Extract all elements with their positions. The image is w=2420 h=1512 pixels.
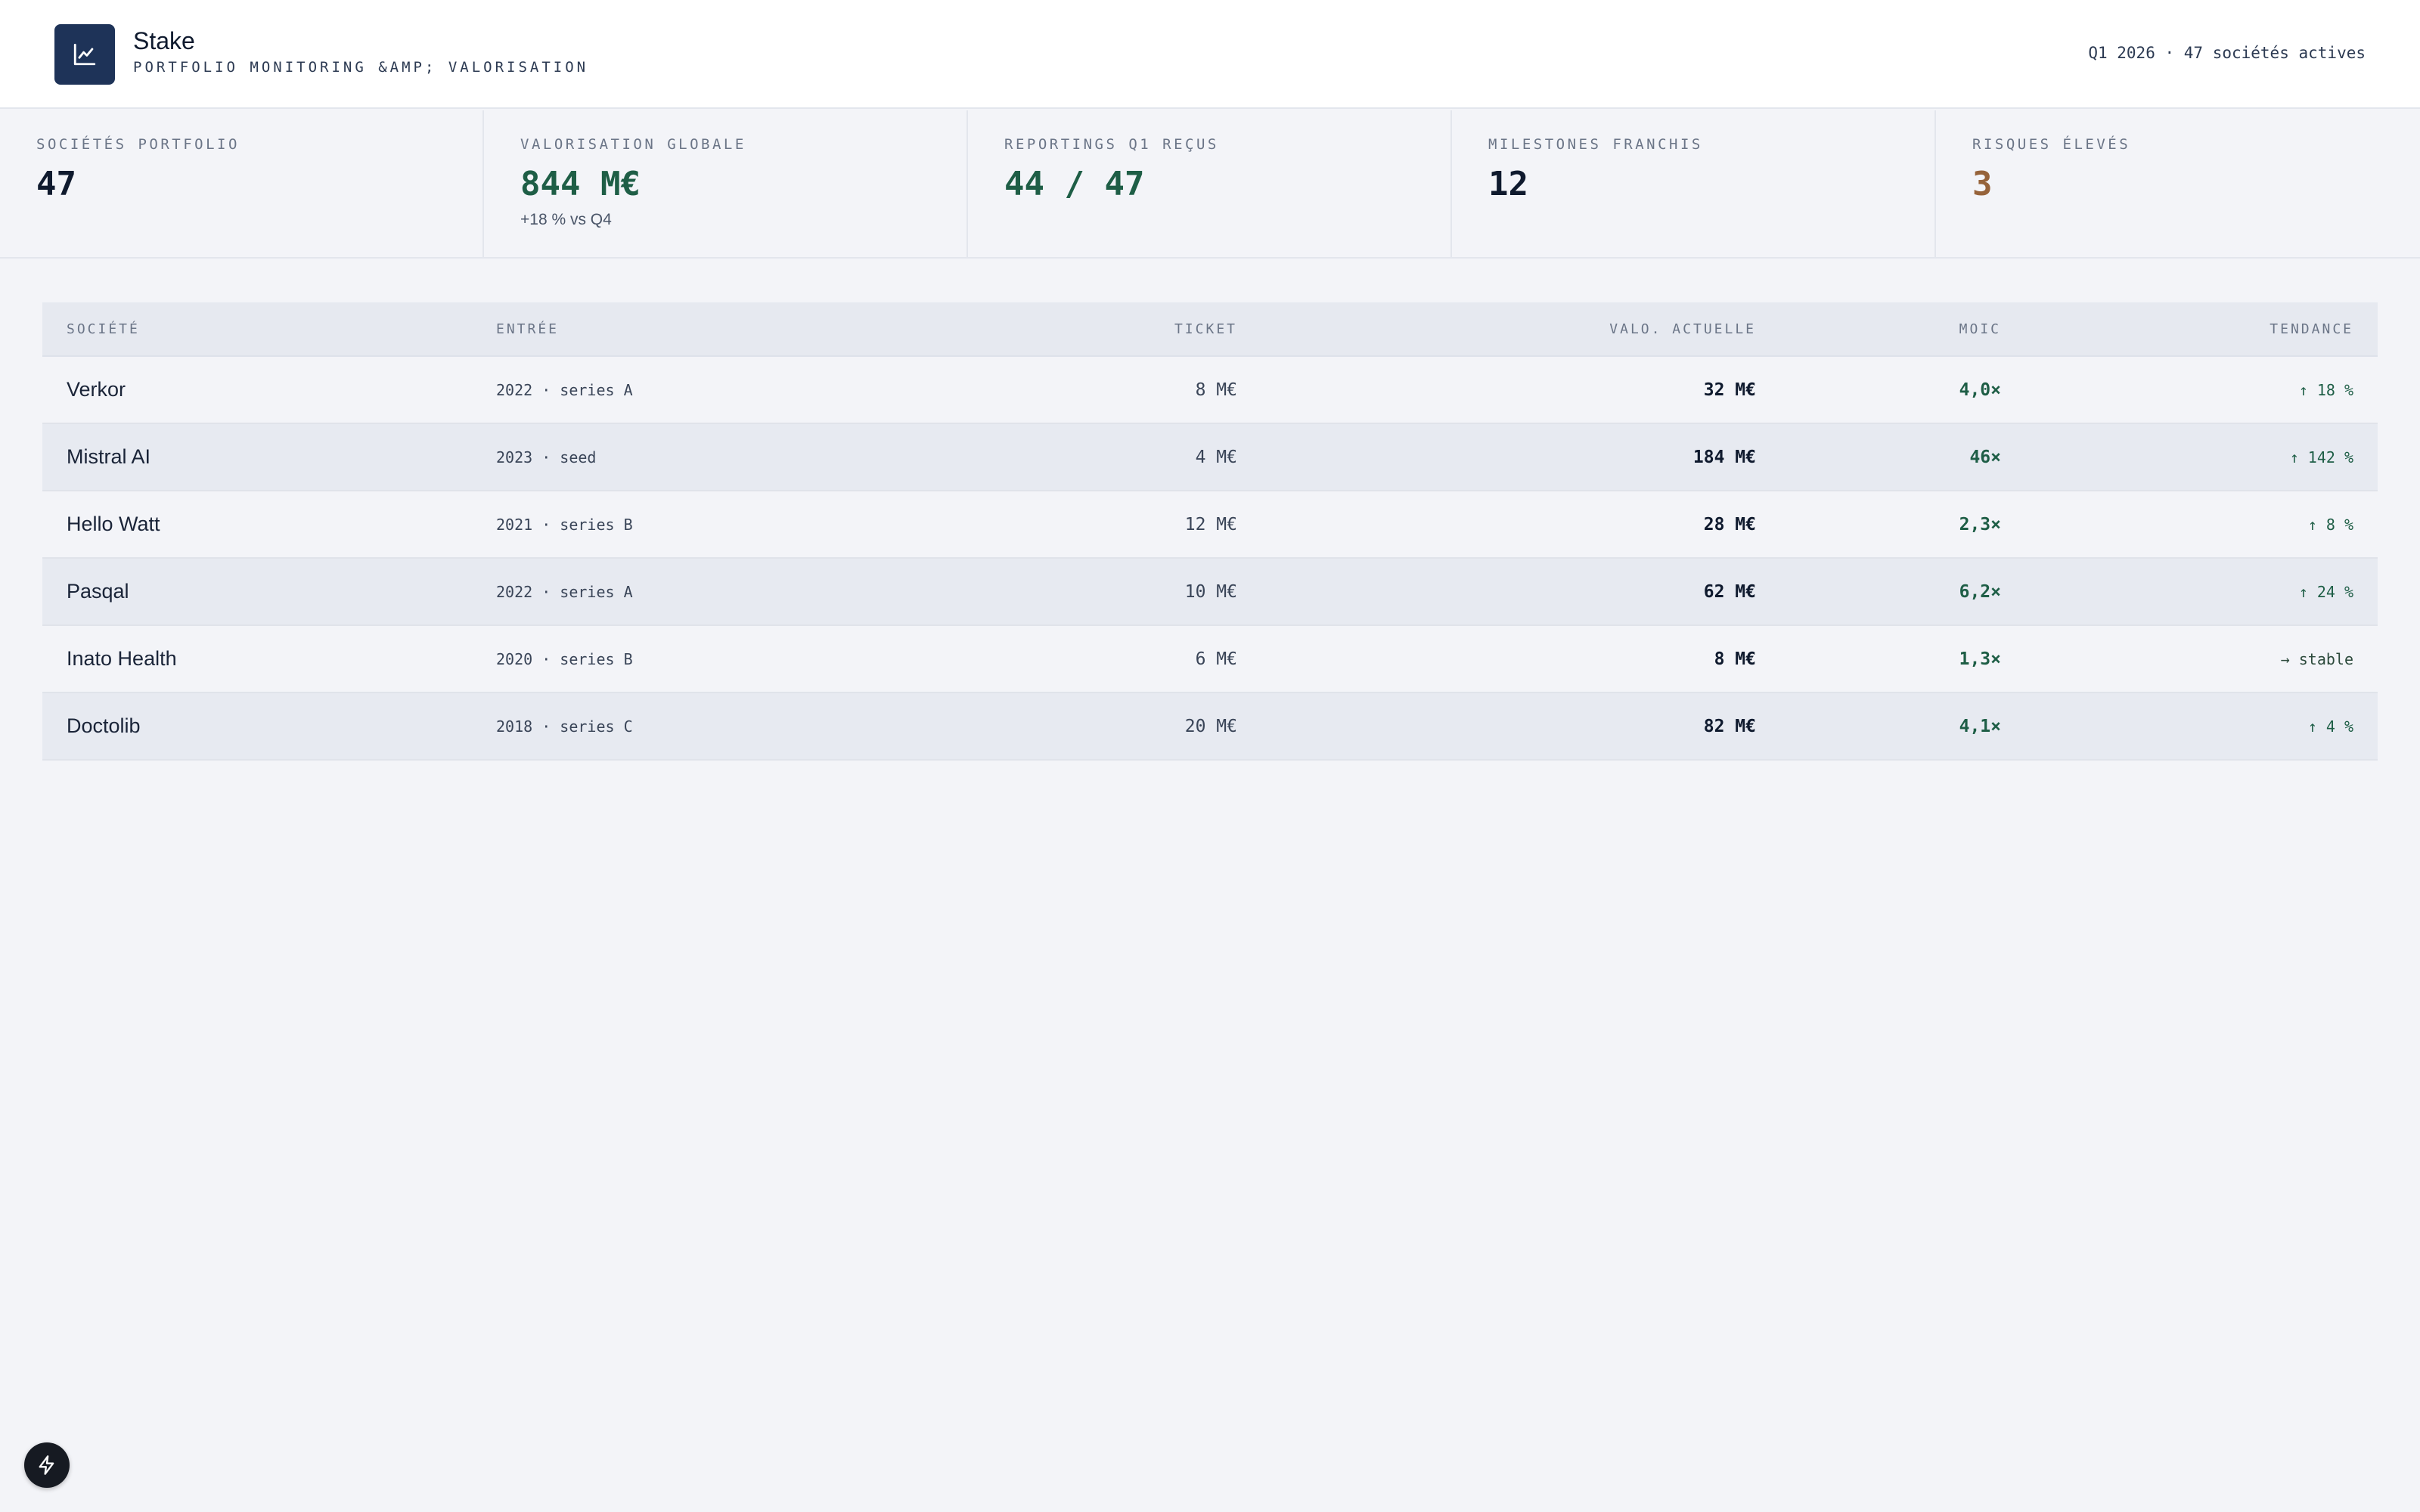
header-period-summary: Q1 2026 · 47 sociétés actives <box>2088 44 2366 62</box>
lightning-bolt-icon <box>39 1455 54 1475</box>
table-row[interactable]: Mistral AI 2023 · seed 4 M€ 184 M€ 46× ↑… <box>42 424 2378 491</box>
table-row[interactable]: Doctolib 2018 · series C 20 M€ 82 M€ 4,1… <box>42 693 2378 761</box>
trend-badge: ↑ 8 % <box>2307 515 2353 534</box>
kpi-label: RISQUES ÉLEVÉS <box>1972 136 2131 153</box>
entry-round: 2022 · series A <box>496 582 633 601</box>
table-row[interactable]: Pasqal 2022 · series A 10 M€ 62 M€ 6,2× … <box>42 559 2378 626</box>
app-name: Stake <box>133 27 195 54</box>
table-row[interactable]: Verkor 2022 · series A 8 M€ 32 M€ 4,0× ↑… <box>42 357 2378 424</box>
current-valuation: 28 M€ <box>1703 514 1756 534</box>
current-valuation: 8 M€ <box>1714 649 1756 669</box>
quick-action-button[interactable] <box>24 1442 70 1488</box>
company-name: Mistral AI <box>67 445 151 468</box>
entry-round: 2020 · series B <box>496 649 633 668</box>
entry-round: 2018 · series C <box>496 717 633 736</box>
company-name: Verkor <box>67 378 126 401</box>
table-row[interactable]: Inato Health 2020 · series B 6 M€ 8 M€ 1… <box>42 626 2378 693</box>
trend-badge: ↑ 18 % <box>2298 380 2353 399</box>
kpi-global-valuation: VALORISATION GLOBALE 844 M€ +18 % vs Q4 <box>484 110 968 259</box>
line-chart-icon <box>73 43 96 66</box>
kpi-label: MILESTONES FRANCHIS <box>1488 136 1703 153</box>
trend-badge: → stable <box>2280 649 2353 668</box>
company-name: Pasqal <box>67 580 129 603</box>
current-valuation: 184 M€ <box>1692 447 1756 467</box>
column-header-ticket[interactable]: TICKET <box>1174 321 1237 337</box>
app-subtitle: PORTFOLIO MONITORING &AMP; VALORISATION <box>133 59 589 76</box>
kpi-milestones: MILESTONES FRANCHIS 12 <box>1452 110 1936 259</box>
company-name: Hello Watt <box>67 513 160 535</box>
column-header-entry[interactable]: ENTRÉE <box>496 321 560 337</box>
current-valuation: 62 M€ <box>1703 581 1756 602</box>
moic-value: 4,1× <box>1959 716 2001 736</box>
moic-value: 6,2× <box>1959 581 2001 602</box>
ticket-amount: 6 M€ <box>1195 649 1237 669</box>
table-header: SOCIÉTÉ ENTRÉE TICKET VALO. ACTUELLE MOI… <box>42 302 2378 357</box>
trend-badge: ↑ 4 % <box>2307 717 2353 736</box>
table-row[interactable]: Hello Watt 2021 · series B 12 M€ 28 M€ 2… <box>42 491 2378 559</box>
kpi-high-risks: RISQUES ÉLEVÉS 3 <box>1936 110 2420 259</box>
kpi-portfolio-companies: SOCIÉTÉS PORTFOLIO 47 <box>0 110 484 259</box>
kpi-label: VALORISATION GLOBALE <box>520 136 746 153</box>
moic-value: 46× <box>1969 447 2001 467</box>
ticket-amount: 4 M€ <box>1195 447 1237 467</box>
kpi-value: 44 / 47 <box>1004 165 1145 203</box>
kpi-label: SOCIÉTÉS PORTFOLIO <box>36 136 240 153</box>
column-header-valuation[interactable]: VALO. ACTUELLE <box>1609 321 1756 337</box>
ticket-amount: 10 M€ <box>1184 581 1237 602</box>
kpi-value: 844 M€ <box>520 165 641 203</box>
trend-badge: ↑ 24 % <box>2298 582 2353 601</box>
entry-round: 2023 · seed <box>496 448 597 466</box>
current-valuation: 32 M€ <box>1703 380 1756 400</box>
kpi-label: REPORTINGS Q1 REÇUS <box>1004 136 1219 153</box>
company-name: Inato Health <box>67 647 177 670</box>
moic-value: 1,3× <box>1959 649 2001 669</box>
entry-round: 2022 · series A <box>496 380 633 399</box>
kpi-delta: +18 % vs Q4 <box>520 211 612 228</box>
kpi-strip: SOCIÉTÉS PORTFOLIO 47 VALORISATION GLOBA… <box>0 110 2420 259</box>
moic-value: 2,3× <box>1959 514 2001 534</box>
kpi-value: 47 <box>36 165 76 203</box>
column-header-trend[interactable]: TENDANCE <box>2270 321 2353 337</box>
ticket-amount: 12 M€ <box>1184 514 1237 534</box>
app-header: Stake PORTFOLIO MONITORING &AMP; VALORIS… <box>0 0 2420 109</box>
current-valuation: 82 M€ <box>1703 716 1756 736</box>
ticket-amount: 20 M€ <box>1184 716 1237 736</box>
column-header-moic[interactable]: MOIC <box>1959 321 2001 337</box>
ticket-amount: 8 M€ <box>1195 380 1237 400</box>
trend-badge: ↑ 142 % <box>2289 448 2353 466</box>
company-name: Doctolib <box>67 714 141 737</box>
moic-value: 4,0× <box>1959 380 2001 400</box>
entry-round: 2021 · series B <box>496 515 633 534</box>
app-logo[interactable] <box>54 24 115 85</box>
kpi-value: 3 <box>1972 165 1993 203</box>
kpi-reportings-received: REPORTINGS Q1 REÇUS 44 / 47 <box>968 110 1452 259</box>
column-header-company[interactable]: SOCIÉTÉ <box>67 321 140 337</box>
kpi-value: 12 <box>1488 165 1528 203</box>
portfolio-table: SOCIÉTÉ ENTRÉE TICKET VALO. ACTUELLE MOI… <box>42 302 2378 761</box>
